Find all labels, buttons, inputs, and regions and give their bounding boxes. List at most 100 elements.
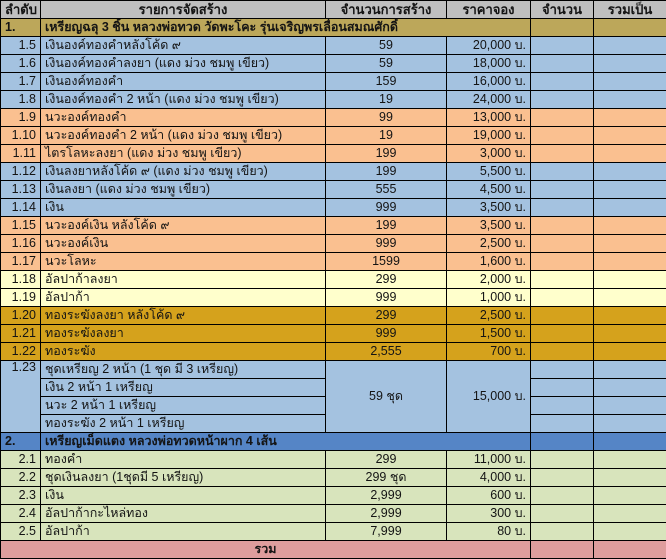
section-row: 1.เหรียญฉลุ 3 ชิ้น หลวงพ่อทวด วัดพะโคะ ร…	[1, 19, 666, 37]
cell-total	[594, 199, 666, 217]
cell-total	[594, 271, 666, 289]
cell-item: เงิน	[41, 487, 326, 505]
cell-qty	[531, 55, 594, 73]
cell-price: 16,000 บ.	[447, 73, 531, 91]
cell-qty	[531, 235, 594, 253]
cell-qty	[531, 73, 594, 91]
cell-price: 2,500 บ.	[447, 235, 531, 253]
cell-qty-made: 7,999	[326, 523, 447, 541]
cell-total	[594, 415, 666, 433]
cell-order: 1.	[1, 19, 41, 37]
cell-order: 1.15	[1, 217, 41, 235]
cell-total	[594, 55, 666, 73]
column-header-qty_made: จำนวนการสร้าง	[326, 1, 447, 19]
cell-price: 80 บ.	[447, 523, 531, 541]
cell-total-label: รวม	[1, 541, 531, 559]
cell-total	[594, 127, 666, 145]
cell-price: 5,500 บ.	[447, 163, 531, 181]
cell-qty	[531, 541, 594, 559]
cell-total	[594, 109, 666, 127]
cell-qty-made: 555	[326, 181, 447, 199]
cell-order: 1.21	[1, 325, 41, 343]
cell-item: ทองระฆังลงยา หลังโค้ด ๙	[41, 307, 326, 325]
cell-qty	[531, 271, 594, 289]
cell-qty	[531, 451, 594, 469]
cell-qty-made: 199	[326, 217, 447, 235]
cell-qty	[531, 19, 594, 37]
cell-total	[594, 343, 666, 361]
cell-price: 2,500 บ.	[447, 307, 531, 325]
cell-total	[594, 235, 666, 253]
cell-price: 13,000 บ.	[447, 109, 531, 127]
cell-section-title: เหรียญเม็ดแตง หลวงพ่อทวดหน้าผาก 4 เส้น	[41, 433, 531, 451]
cell-qty-made: 99	[326, 109, 447, 127]
cell-item: นวะ 2 หน้า 1 เหรียญ	[41, 397, 326, 415]
cell-total	[594, 433, 666, 451]
cell-total	[594, 37, 666, 55]
cell-order: 2.5	[1, 523, 41, 541]
cell-qty	[531, 127, 594, 145]
cell-order: 1.9	[1, 109, 41, 127]
cell-item: ทองระฆัง	[41, 343, 326, 361]
cell-price: 20,000 บ.	[447, 37, 531, 55]
cell-item: อัลปาก้า	[41, 289, 326, 307]
cell-order: 1.10	[1, 127, 41, 145]
cell-price: 2,000 บ.	[447, 271, 531, 289]
header-row: ลำดับรายการจัดสร้างจำนวนการสร้างราคาจองจ…	[1, 1, 666, 19]
cell-qty	[531, 199, 594, 217]
cell-order: 1.11	[1, 145, 41, 163]
cell-order: 1.8	[1, 91, 41, 109]
cell-qty-made: 159	[326, 73, 447, 91]
cell-item: เงิน	[41, 199, 326, 217]
cell-total	[594, 163, 666, 181]
cell-qty	[531, 307, 594, 325]
cell-qty	[531, 91, 594, 109]
cell-qty	[531, 397, 594, 415]
cell-total	[594, 469, 666, 487]
cell-qty	[531, 487, 594, 505]
cell-qty	[531, 415, 594, 433]
cell-qty	[531, 37, 594, 55]
cell-item: เงิน 2 หน้า 1 เหรียญ	[41, 379, 326, 397]
cell-price: 11,000 บ.	[447, 451, 531, 469]
cell-total	[594, 181, 666, 199]
cell-total	[594, 379, 666, 397]
cell-order: 1.13	[1, 181, 41, 199]
cell-item: นวะองค์เงิน หลังโค้ด ๙	[41, 217, 326, 235]
cell-item: อัลปาก้ากะไหล่ทอง	[41, 505, 326, 523]
cell-qty-made: 999	[326, 235, 447, 253]
cell-price: 4,000 บ.	[447, 469, 531, 487]
cell-total	[594, 91, 666, 109]
cell-item: ทองคำ	[41, 451, 326, 469]
cell-item: เงินลงยา (แดง ม่วง ชมพู เขียว)	[41, 181, 326, 199]
cell-item: เงินองค์ทองคำลงยา (แดง ม่วง ชมพู เขียว)	[41, 55, 326, 73]
cell-item: ทองระฆัง 2 หน้า 1 เหรียญ	[41, 415, 326, 433]
cell-item: นวะองค์ทองคำ	[41, 109, 326, 127]
section-row: 2.เหรียญเม็ดแตง หลวงพ่อทวดหน้าผาก 4 เส้น	[1, 433, 666, 451]
cell-qty	[531, 379, 594, 397]
cell-qty	[531, 343, 594, 361]
cell-section-title: เหรียญฉลุ 3 ชิ้น หลวงพ่อทวด วัดพะโคะ รุ่…	[41, 19, 531, 37]
cell-price: 24,000 บ.	[447, 91, 531, 109]
cell-item: ชุดเงินลงยา (1ชุดมี 5 เหรียญ)	[41, 469, 326, 487]
cell-qty	[531, 289, 594, 307]
cell-total	[594, 253, 666, 271]
cell-item: เงินองค์ทองคำ	[41, 73, 326, 91]
cell-price: 700 บ.	[447, 343, 531, 361]
cell-qty-made: 59	[326, 55, 447, 73]
cell-order: 2.3	[1, 487, 41, 505]
cell-qty	[531, 505, 594, 523]
